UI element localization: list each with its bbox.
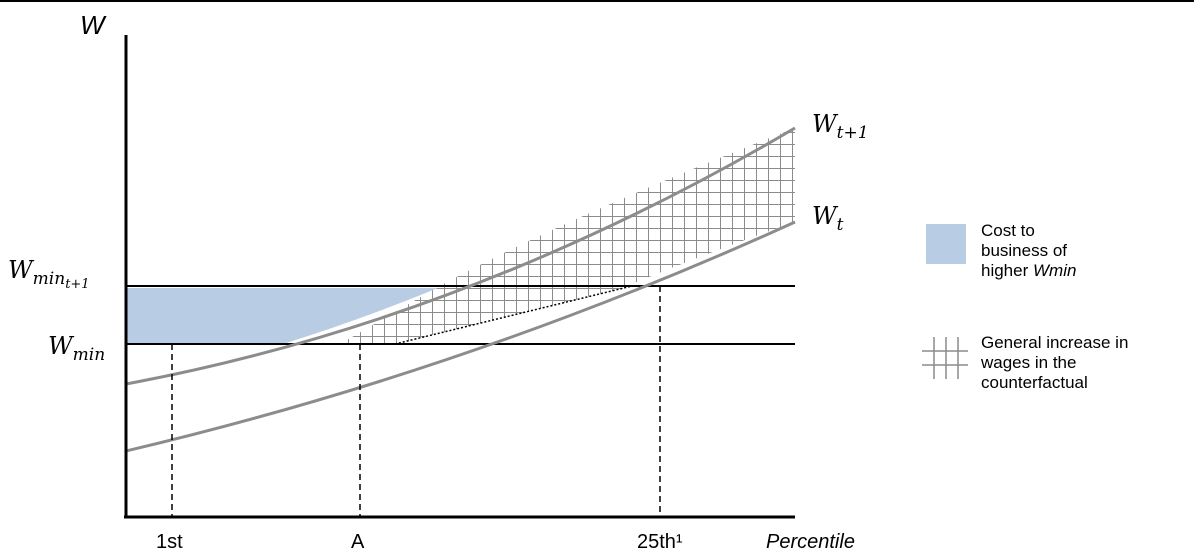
dotted-diagonal xyxy=(394,285,633,345)
legend-cost-text: Cost to business of higher Wmin xyxy=(981,221,1077,280)
y-axis-label: W xyxy=(80,10,105,40)
curve-wt xyxy=(125,220,796,453)
cost-region xyxy=(126,288,438,344)
level-label-wmin-t1: Wmint+1 xyxy=(8,256,90,292)
x-axis-label: Percentile xyxy=(766,531,855,553)
curve-label-wt: Wt xyxy=(812,202,844,235)
legend-general-text: General increase in wages in the counter… xyxy=(981,333,1129,392)
x-tick-25th: 25th¹ xyxy=(637,531,683,553)
general-increase-region xyxy=(340,128,795,344)
curve-label-wt1: Wt+1 xyxy=(812,110,869,143)
top-border xyxy=(0,0,1194,2)
x-tick-a: A xyxy=(351,531,365,553)
legend-swatch-grid xyxy=(922,337,968,379)
legend-swatch-cost xyxy=(926,224,966,264)
x-tick-1st: 1st xyxy=(156,531,183,553)
curve-wt1 xyxy=(125,126,796,386)
level-label-wmin: Wmin xyxy=(48,332,106,365)
